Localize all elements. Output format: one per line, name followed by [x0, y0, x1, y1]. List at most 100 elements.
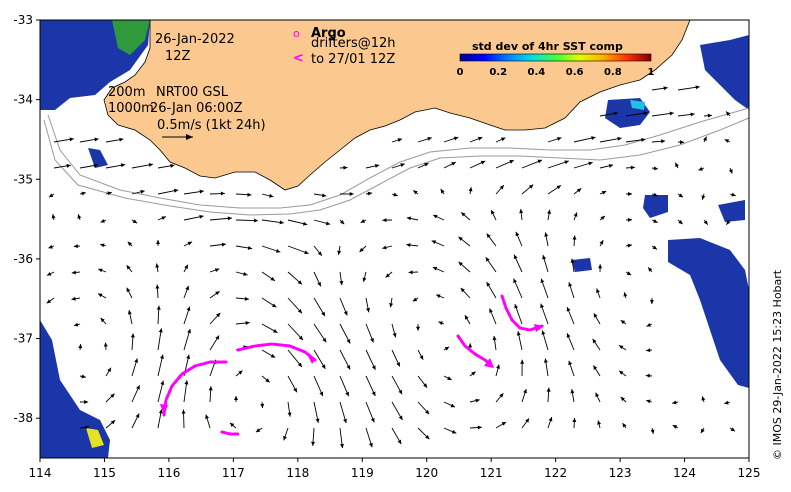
current-arrow: [651, 245, 658, 250]
current-arrow: [572, 235, 577, 247]
current-arrow: [130, 333, 135, 351]
current-arrow: [599, 136, 622, 143]
current-arrow: [521, 388, 527, 403]
current-arrow: [599, 190, 607, 195]
sst-patch-near-123-cyan: [630, 100, 645, 110]
current-arrow: [183, 264, 189, 273]
current-arrow: [432, 214, 445, 221]
current-arrow: [126, 287, 133, 299]
current-arrow: [469, 398, 480, 403]
x-tick-label: 123: [609, 466, 632, 480]
current-arrow: [701, 396, 706, 403]
drifter-track-1: [236, 342, 317, 362]
current-arrow: [46, 271, 55, 276]
current-arrow: [677, 193, 684, 198]
current-arrow: [625, 271, 632, 276]
drifter-head-1: [306, 352, 315, 364]
current-arrow: [435, 294, 445, 299]
current-arrow: [651, 166, 658, 171]
current-arrow: [391, 401, 403, 421]
current-arrow: [672, 400, 679, 405]
colorbar-tick-label: 0.6: [566, 67, 584, 78]
current-arrow: [313, 323, 327, 343]
current-arrow: [468, 187, 473, 195]
current-arrow: [48, 244, 55, 249]
current-arrow: [460, 287, 471, 299]
current-arrow: [540, 278, 549, 299]
current-arrow: [131, 384, 140, 403]
current-arrow: [283, 427, 289, 441]
current-arrow: [492, 335, 497, 351]
current-arrow: [573, 161, 593, 169]
current-arrow: [156, 239, 161, 247]
isobath-200-label: 200m: [108, 85, 145, 100]
current-arrow: [157, 409, 163, 429]
current-arrow: [649, 297, 654, 305]
scale-label: 0.5m/s (1kt 24h): [157, 118, 266, 133]
current-arrow: [700, 427, 705, 434]
current-arrow: [650, 427, 655, 434]
current-arrow: [209, 268, 220, 273]
current-arrow: [566, 333, 575, 351]
current-arrow: [417, 349, 424, 360]
current-arrow: [647, 267, 653, 273]
current-arrow: [540, 303, 549, 325]
current-arrow: [408, 270, 419, 275]
current-arrow: [71, 296, 81, 301]
colorbar-title: std dev of 4hr SST comp: [472, 40, 623, 53]
current-arrow: [625, 191, 633, 196]
current-arrow: [412, 297, 419, 302]
current-arrow: [406, 216, 419, 221]
current-arrow: [593, 365, 601, 377]
current-arrow: [592, 338, 601, 351]
credit-label: © IMOS 29-Jan-2022 15:23 Hobart: [771, 269, 784, 460]
current-arrow: [73, 322, 81, 327]
current-arrow: [443, 401, 456, 408]
current-arrow: [365, 191, 373, 196]
current-arrow: [365, 401, 375, 423]
current-arrow: [469, 160, 486, 169]
current-arrow: [547, 136, 562, 143]
drifter-head-3: [484, 358, 494, 368]
current-arrow: [261, 245, 281, 253]
current-arrow: [365, 349, 376, 371]
current-arrow: [339, 297, 348, 316]
current-arrow: [313, 297, 326, 317]
current-arrow: [469, 425, 482, 430]
current-arrow: [287, 297, 303, 314]
current-arrow: [698, 166, 705, 171]
legend-marker: o: [293, 27, 300, 40]
current-arrow: [547, 209, 552, 221]
current-arrow: [541, 330, 549, 351]
isobaths: [43, 107, 750, 216]
x-tick-label: 124: [673, 466, 696, 480]
current-arrow: [79, 137, 99, 143]
current-arrow: [417, 427, 430, 440]
current-arrow: [339, 323, 351, 344]
current-arrow: [131, 189, 145, 195]
sst-patch-east: [668, 238, 749, 388]
current-arrow: [725, 111, 731, 117]
current-arrow: [391, 323, 397, 338]
current-arrow: [337, 245, 342, 255]
current-arrow: [127, 310, 133, 325]
current-arrow: [287, 245, 309, 255]
current-arrow: [131, 413, 140, 429]
current-arrow: [261, 271, 276, 282]
current-arrow: [209, 290, 220, 299]
current-arrow: [495, 159, 515, 169]
current-arrow: [625, 137, 646, 143]
current-arrow: [513, 254, 523, 273]
current-arrow: [365, 297, 370, 313]
sst-patch-small-1: [643, 195, 668, 218]
current-arrow: [235, 245, 253, 250]
current-arrow: [440, 188, 445, 195]
sst-patch-small-4: [718, 200, 745, 222]
current-arrow: [703, 136, 707, 143]
current-arrow: [618, 344, 627, 351]
legend-drifters-to: to 27/01 12Z: [311, 52, 395, 67]
current-arrow: [127, 241, 133, 247]
current-arrow: [155, 263, 160, 273]
current-arrow: [391, 163, 405, 169]
current-arrow: [105, 163, 126, 169]
